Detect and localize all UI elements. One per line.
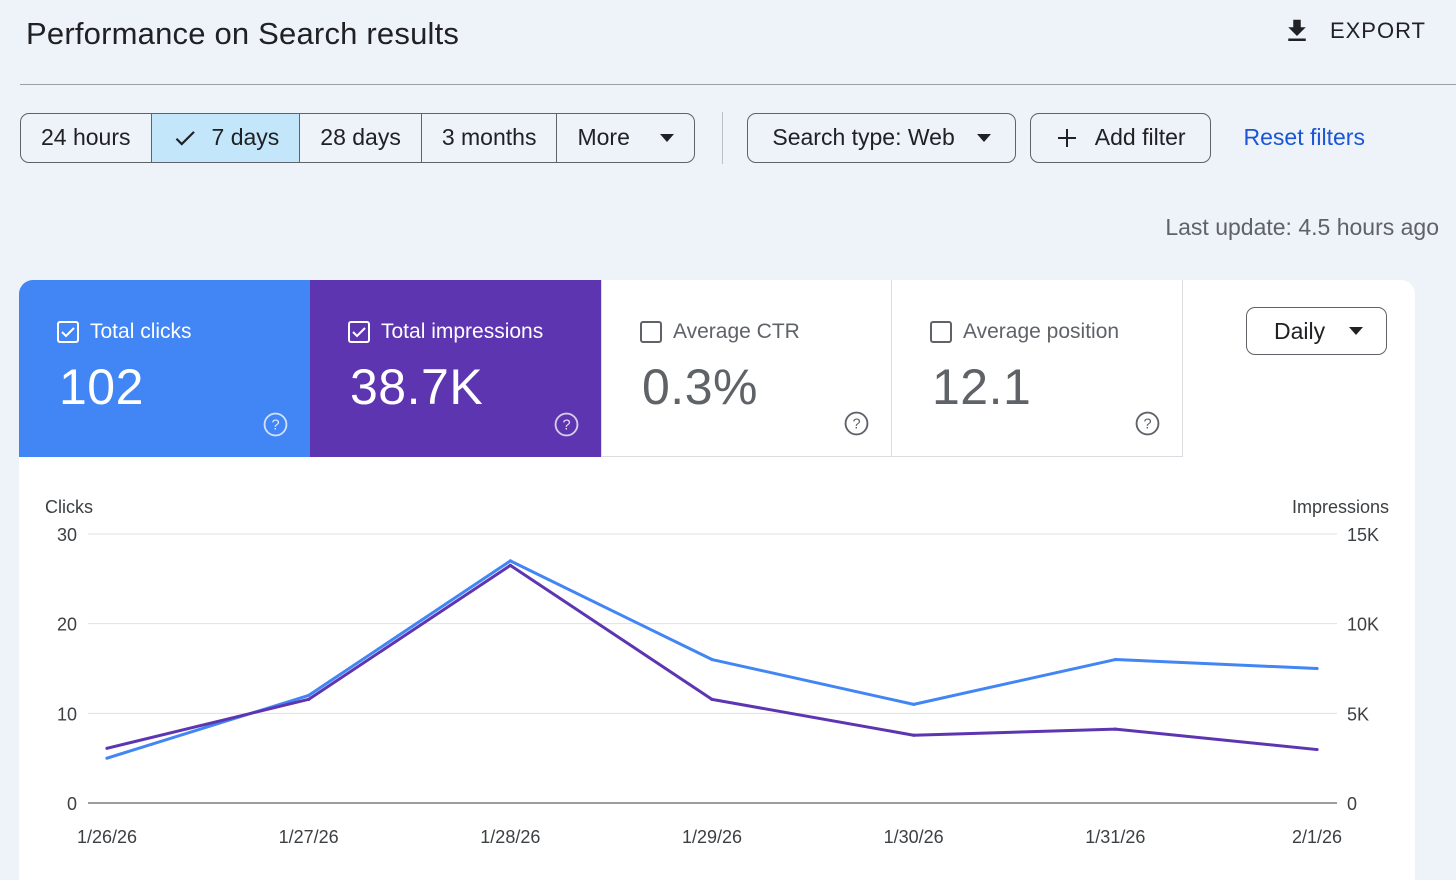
range-3-months[interactable]: 3 months <box>422 113 558 162</box>
metric-value: 0.3% <box>642 359 758 415</box>
performance-card: Total clicks 102 ? Total impressions 38.… <box>19 280 1415 880</box>
help-icon[interactable]: ? <box>263 412 288 437</box>
help-icon[interactable]: ? <box>844 411 869 436</box>
range-label: 28 days <box>320 124 401 150</box>
caret-down-icon <box>659 133 674 142</box>
range-more-dropdown[interactable]: More <box>557 114 693 162</box>
export-button[interactable]: EXPORT <box>1282 16 1426 46</box>
caret-down-icon <box>976 133 991 142</box>
svg-text:?: ? <box>852 417 860 433</box>
metric-label: Total clicks <box>90 320 192 343</box>
range-28-days[interactable]: 28 days <box>300 113 422 162</box>
search-type-dropdown[interactable]: Search type: Web <box>747 112 1016 163</box>
help-icon[interactable]: ? <box>1135 411 1160 436</box>
svg-text:?: ? <box>1143 417 1151 433</box>
range-label: 24 hours <box>41 124 131 150</box>
metric-total-clicks[interactable]: Total clicks 102 ? <box>19 280 310 457</box>
plus-icon <box>1057 128 1076 147</box>
reset-filters-link[interactable]: Reset filters <box>1243 124 1365 150</box>
checkbox-unchecked-icon[interactable] <box>930 321 952 343</box>
filter-bar: 24 hours 7 days 28 days 3 months More Se… <box>20 111 1365 164</box>
metric-label: Total impressions <box>381 320 544 343</box>
add-filter-button[interactable]: Add filter <box>1029 112 1211 163</box>
metric-total-impressions[interactable]: Total impressions 38.7K ? <box>310 280 601 457</box>
help-icon[interactable]: ? <box>554 412 579 437</box>
caret-down-icon <box>1349 327 1364 335</box>
check-icon <box>175 130 195 146</box>
top-bar: Performance on Search results EXPORT <box>0 0 1456 86</box>
export-label: EXPORT <box>1329 18 1426 43</box>
download-icon <box>1288 19 1306 41</box>
search-type-label: Search type: Web <box>772 124 955 150</box>
granularity-label: Daily <box>1274 317 1326 344</box>
svg-text:?: ? <box>562 418 570 434</box>
range-label: 7 days <box>211 124 280 150</box>
filter-divider <box>721 111 724 164</box>
metric-label: Average CTR <box>673 320 800 343</box>
date-range-selector: 24 hours 7 days 28 days 3 months More <box>20 112 695 163</box>
range-24-hours[interactable]: 24 hours <box>21 113 152 162</box>
range-label: 3 months <box>441 124 537 150</box>
checkbox-unchecked-icon[interactable] <box>640 321 662 343</box>
metric-value: 12.1 <box>932 359 1032 415</box>
range-7-days[interactable]: 7 days <box>151 113 301 162</box>
svg-text:?: ? <box>271 418 279 434</box>
metric-value: 102 <box>59 359 144 415</box>
checkbox-checked-icon[interactable] <box>57 321 79 343</box>
metric-label: Average position <box>963 320 1120 343</box>
checkbox-checked-icon[interactable] <box>348 321 370 343</box>
page-title: Performance on Search results <box>26 16 460 51</box>
metric-value: 38.7K <box>350 359 484 415</box>
granularity-dropdown[interactable]: Daily <box>1246 307 1387 355</box>
metric-average-ctr[interactable]: Average CTR 0.3% ? <box>601 280 892 457</box>
more-label: More <box>577 124 630 150</box>
header-divider <box>20 84 1456 85</box>
last-update-text: Last update: 4.5 hours ago <box>1165 214 1439 240</box>
add-filter-label: Add filter <box>1094 124 1186 150</box>
metric-average-position[interactable]: Average position 12.1 ? <box>892 280 1183 457</box>
